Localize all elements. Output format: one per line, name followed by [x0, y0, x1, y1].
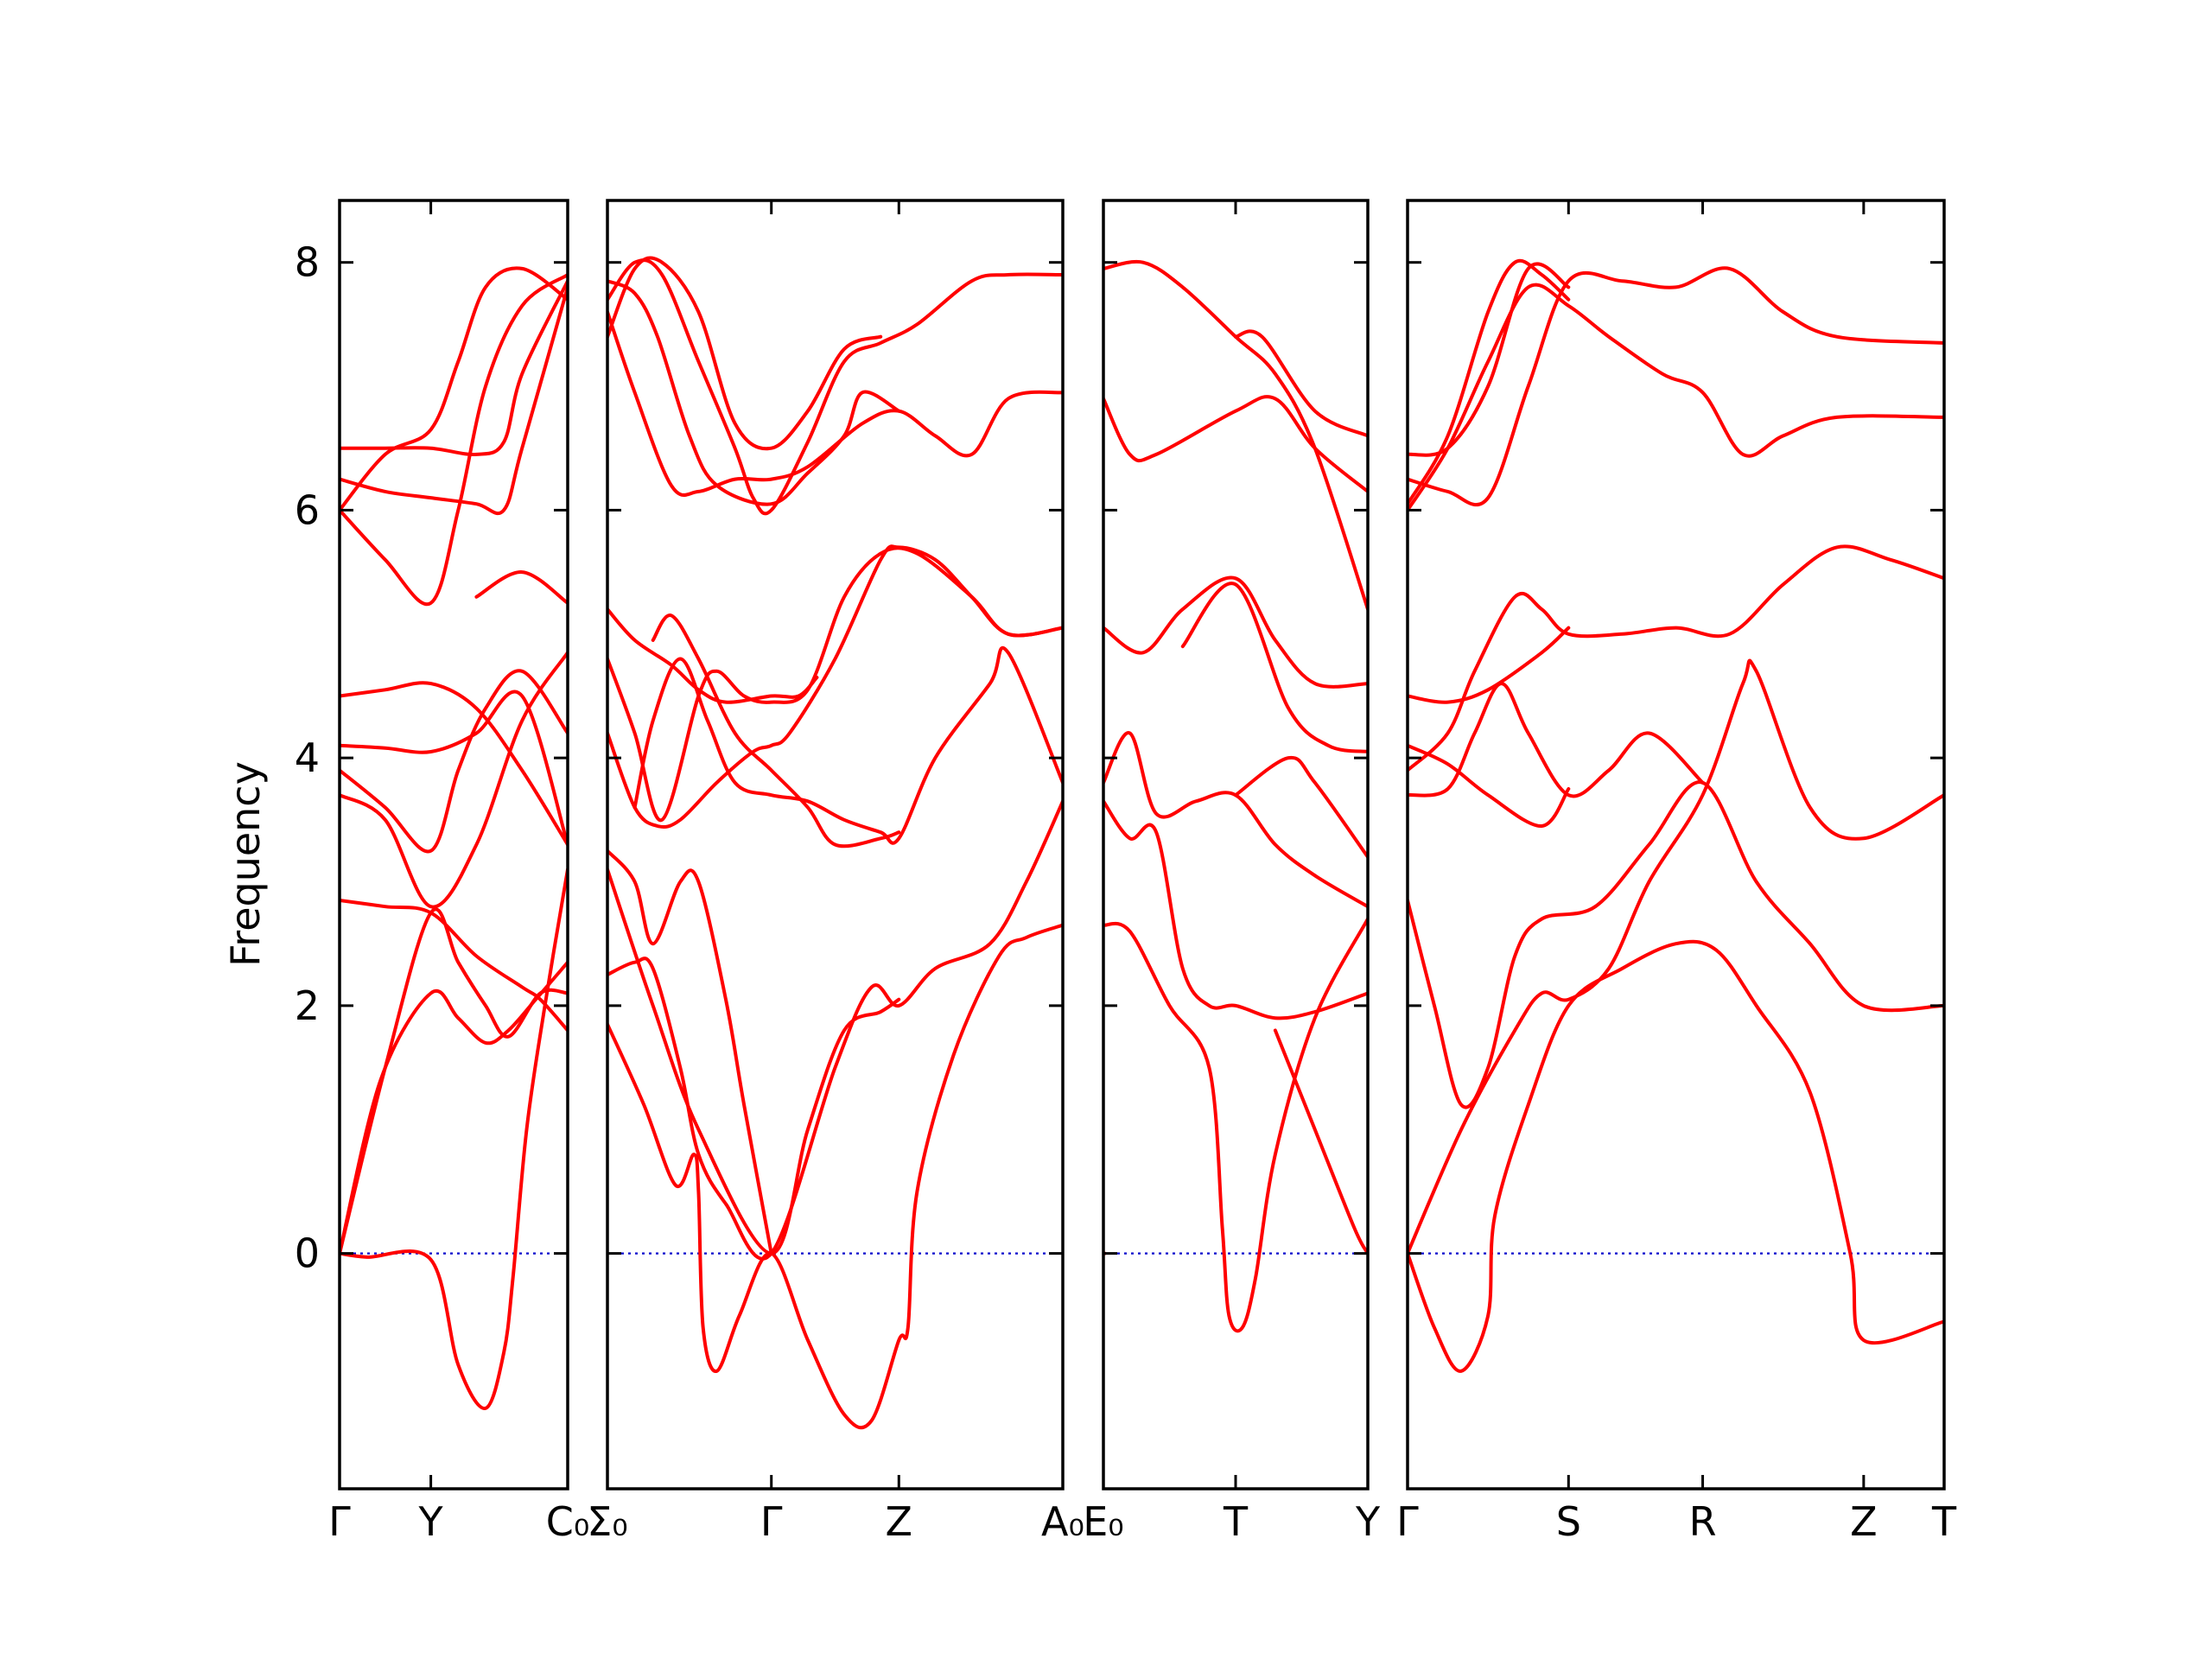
- y-tick-label: 6: [295, 486, 320, 533]
- band-line: [1408, 266, 1944, 507]
- y-tick-labels: 0 2 4 6 8: [295, 239, 320, 1277]
- x-tick-label: Γ: [1396, 1498, 1419, 1545]
- x-tick-label: R: [1689, 1498, 1717, 1545]
- band-line: [1103, 575, 1368, 689]
- band-line: [340, 266, 568, 512]
- band-line: [1103, 731, 1368, 909]
- y-tick-label: 2: [295, 982, 320, 1029]
- band-line: [1103, 917, 1368, 1333]
- y-tick-label: 4: [295, 734, 320, 781]
- y-axis-label: Frequency: [222, 761, 269, 967]
- panel-frame: [338, 199, 569, 1491]
- band-line: [1103, 799, 1368, 1020]
- band-line: [1408, 658, 1944, 1255]
- x-tick-label: Y: [1355, 1498, 1381, 1545]
- bands: [607, 256, 1063, 1430]
- x-tick-label: Γ: [328, 1498, 351, 1545]
- x-tick-label: E₀: [1083, 1498, 1124, 1545]
- band-line: [340, 651, 568, 909]
- band-line: [1408, 262, 1571, 457]
- bands: [1408, 258, 1944, 1373]
- band-line: [340, 273, 568, 607]
- band-line: [1180, 582, 1368, 753]
- bands: [1103, 259, 1368, 1333]
- x-tick-label: Y: [418, 1498, 444, 1545]
- panel-frame: [606, 199, 1065, 1491]
- band-line: [1234, 329, 1368, 438]
- y-tick-label: 8: [295, 239, 320, 286]
- panel-1: Γ Y C₀: [328, 199, 590, 1545]
- band-line: [1408, 626, 1571, 704]
- band-line: [607, 258, 1063, 516]
- band-line: [1408, 283, 1944, 512]
- band-line: [340, 285, 568, 516]
- panel-3: E₀ T Y: [1083, 199, 1381, 1545]
- band-line: [1103, 395, 1368, 493]
- band-line: [1408, 544, 1944, 772]
- band-line: [1234, 755, 1368, 859]
- x-tick-label: Σ₀: [587, 1498, 628, 1545]
- band-line: [607, 868, 901, 1255]
- panel-frame: [1406, 199, 1946, 1491]
- panel-frame: [1102, 199, 1370, 1491]
- band-line: [607, 607, 819, 704]
- band-line: [607, 799, 1063, 1261]
- band-line: [1408, 682, 1705, 798]
- x-tick-label: S: [1556, 1498, 1581, 1545]
- x-tick-label: C₀: [546, 1498, 590, 1545]
- band-line: [607, 256, 883, 451]
- band-line: [651, 613, 901, 849]
- bands: [340, 266, 568, 1410]
- x-tick-label: T: [1931, 1498, 1957, 1545]
- panel-2: Σ₀ Γ Z A₀: [587, 199, 1084, 1545]
- y-tick-label: 0: [295, 1230, 320, 1277]
- band-line: [607, 544, 1063, 830]
- band-line: [607, 849, 773, 1255]
- band-line: [340, 681, 568, 847]
- band-line: [340, 868, 568, 1410]
- x-tick-label: Z: [1850, 1498, 1878, 1545]
- band-line: [632, 645, 1063, 845]
- x-tick-label: Γ: [760, 1498, 783, 1545]
- band-line: [340, 690, 568, 847]
- band-line: [607, 279, 901, 506]
- band-line: [1408, 939, 1944, 1373]
- x-tick-label: T: [1223, 1498, 1249, 1545]
- band-line: [607, 546, 1063, 822]
- band-line: [1408, 743, 1571, 828]
- band-line: [1408, 258, 1571, 506]
- band-line: [340, 899, 568, 1033]
- band-line: [1273, 1028, 1368, 1255]
- band-line: [340, 279, 568, 456]
- band-line: [474, 570, 568, 605]
- band-line: [607, 923, 1063, 1430]
- band-line: [1408, 780, 1944, 1109]
- band-line: [1103, 259, 1368, 612]
- x-tick-label: Z: [886, 1498, 913, 1545]
- band-line: [340, 669, 568, 854]
- band-line: [340, 907, 568, 1255]
- band-line: [607, 310, 1063, 497]
- x-tick-label: A₀: [1041, 1498, 1084, 1545]
